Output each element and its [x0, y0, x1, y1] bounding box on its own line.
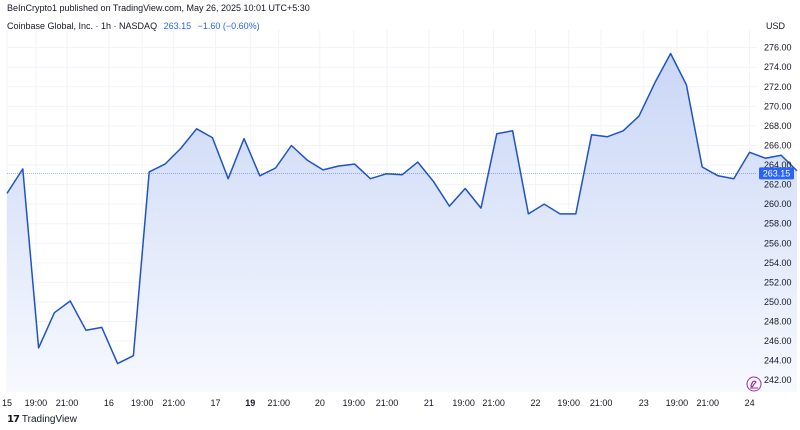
symbol-line: Coinbase Global, Inc. · 1h · NASDAQ 263.… [7, 21, 260, 31]
x-tick-label: 21:00 [482, 398, 505, 408]
y-tick-label: 252.00 [764, 277, 792, 287]
y-tick-label: 248.00 [764, 317, 792, 327]
x-tick-label: 19:00 [131, 398, 154, 408]
tradingview-logo-icon: 17 [7, 414, 20, 425]
price-area-fill [7, 53, 797, 392]
price-line [6, 52, 798, 365]
y-tick-label: 242.00 [764, 375, 792, 385]
x-tick-label: 21:00 [162, 398, 185, 408]
last-price-value: 263.15 [163, 21, 192, 31]
y-tick-label: 274.00 [764, 62, 792, 72]
currency-label: USD [766, 21, 786, 31]
y-tick-label: 246.00 [764, 336, 792, 346]
last-price-badge [759, 167, 794, 180]
y-tick-label: 266.00 [764, 140, 792, 150]
y-tick-label: 244.00 [764, 356, 792, 366]
y-axis: 242.00 244.00 246.00 248.00 250.00 252.00 254.… [764, 43, 792, 386]
y-tick-label: 276.00 [764, 43, 792, 53]
y-tick-label: 264.00 [764, 160, 792, 170]
x-tick-label: 21:00 [590, 398, 613, 408]
x-tick-label: 24 [745, 398, 755, 408]
y-tick-label: 260.00 [764, 199, 792, 209]
x-tick-label: 19:00 [452, 398, 475, 408]
y-tick-label: 256.00 [764, 238, 792, 248]
x-axis: 15 19:00 21:00 16 19:00 21:00 17 19 21:00 20 19:00… [2, 398, 755, 408]
symbol-title: Coinbase Global, Inc. · 1h · NASDAQ [7, 21, 158, 31]
x-tick-label: 16 [104, 398, 114, 408]
x-tick-label: 19:00 [343, 398, 366, 408]
x-tick-label: 21:00 [696, 398, 719, 408]
price-change-value: −1.60 (−0.60%) [197, 21, 260, 31]
y-tick-label: 262.00 [764, 180, 792, 190]
y-tick-label: 258.00 [764, 219, 792, 229]
x-tick-label: 23 [639, 398, 649, 408]
last-price-badge-text: 263.15 [763, 168, 791, 178]
x-tick-label: 19:00 [25, 398, 48, 408]
x-tick-label: 21:00 [376, 398, 399, 408]
y-tick-label: 270.00 [764, 101, 792, 111]
x-tick-label: 15 [2, 398, 12, 408]
y-tick-label: 250.00 [764, 297, 792, 307]
x-tick-label: 21 [424, 398, 434, 408]
y-tick-label: 268.00 [764, 121, 792, 131]
y-tick-label: 272.00 [764, 82, 792, 92]
y-tick-label: 254.00 [764, 258, 792, 268]
x-tick-label: 17 [211, 398, 221, 408]
x-tick-label: 21:00 [267, 398, 290, 408]
x-tick-label: 19:00 [557, 398, 580, 408]
x-tick-label: 19:00 [666, 398, 689, 408]
drawing-tool-icon[interactable] [746, 376, 762, 392]
x-tick-label: 19 [245, 398, 255, 408]
tradingview-logo-text: TradingView [21, 414, 77, 425]
last-price-label: 263.15 [759, 167, 794, 180]
attribution-text: BeInCrypto1 published on TradingView.com… [7, 3, 310, 13]
x-tick-label: 21:00 [56, 398, 79, 408]
x-tick-label: 20 [315, 398, 325, 408]
tradingview-logo[interactable]: 17 TradingView [7, 414, 77, 425]
x-tick-label: 22 [531, 398, 541, 408]
